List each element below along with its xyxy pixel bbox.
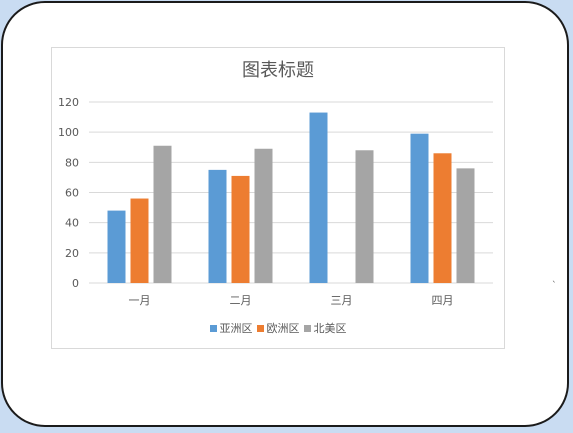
bar[interactable] <box>231 175 250 283</box>
legend-item[interactable]: 亚洲区 <box>209 320 253 336</box>
bar[interactable] <box>410 133 429 283</box>
plot-area: 0 20 40 60 80 100 120 一月 二月 三月 四月 <box>58 96 493 307</box>
window-frame: 图表标题 0 20 40 60 80 100 120 一月 二月 三月 四月 亚洲区 欧洲区 北美区 ` <box>1 1 569 427</box>
bar[interactable] <box>433 153 452 283</box>
legend-item[interactable]: 欧洲区 <box>256 320 300 336</box>
bar[interactable] <box>153 145 172 283</box>
legend-swatch <box>256 324 264 332</box>
legend-swatch <box>303 324 311 332</box>
y-tick-label: 100 <box>58 126 79 139</box>
x-tick-label: 三月 <box>331 294 353 307</box>
y-tick-label: 120 <box>58 96 79 109</box>
bar[interactable] <box>130 198 149 283</box>
stray-mark: ` <box>552 281 557 291</box>
chart-title[interactable]: 图表标题 <box>242 60 314 81</box>
bar[interactable] <box>355 150 374 283</box>
legend[interactable]: 亚洲区 欧洲区 北美区 <box>52 320 504 336</box>
y-tick-label: 60 <box>65 187 79 200</box>
bar[interactable] <box>208 169 227 283</box>
x-tick-label: 二月 <box>230 294 252 307</box>
x-tick-label: 四月 <box>432 294 454 307</box>
chart-area[interactable]: 图表标题 0 20 40 60 80 100 120 一月 二月 三月 四月 亚洲区 欧洲区 北美区 <box>51 47 505 349</box>
legend-label: 亚洲区 <box>219 322 253 335</box>
bar[interactable] <box>309 112 328 283</box>
legend-item[interactable]: 北美区 <box>303 320 347 336</box>
x-tick-label: 一月 <box>129 294 151 307</box>
bar[interactable] <box>254 148 273 283</box>
bar[interactable] <box>107 210 126 283</box>
bar[interactable] <box>456 168 475 283</box>
legend-label: 欧洲区 <box>266 322 300 335</box>
y-tick-label: 40 <box>65 217 79 230</box>
legend-label: 北美区 <box>313 322 347 335</box>
y-tick-label: 0 <box>72 277 79 290</box>
y-tick-label: 80 <box>65 156 79 169</box>
legend-swatch <box>209 324 217 332</box>
y-tick-label: 20 <box>65 247 79 260</box>
